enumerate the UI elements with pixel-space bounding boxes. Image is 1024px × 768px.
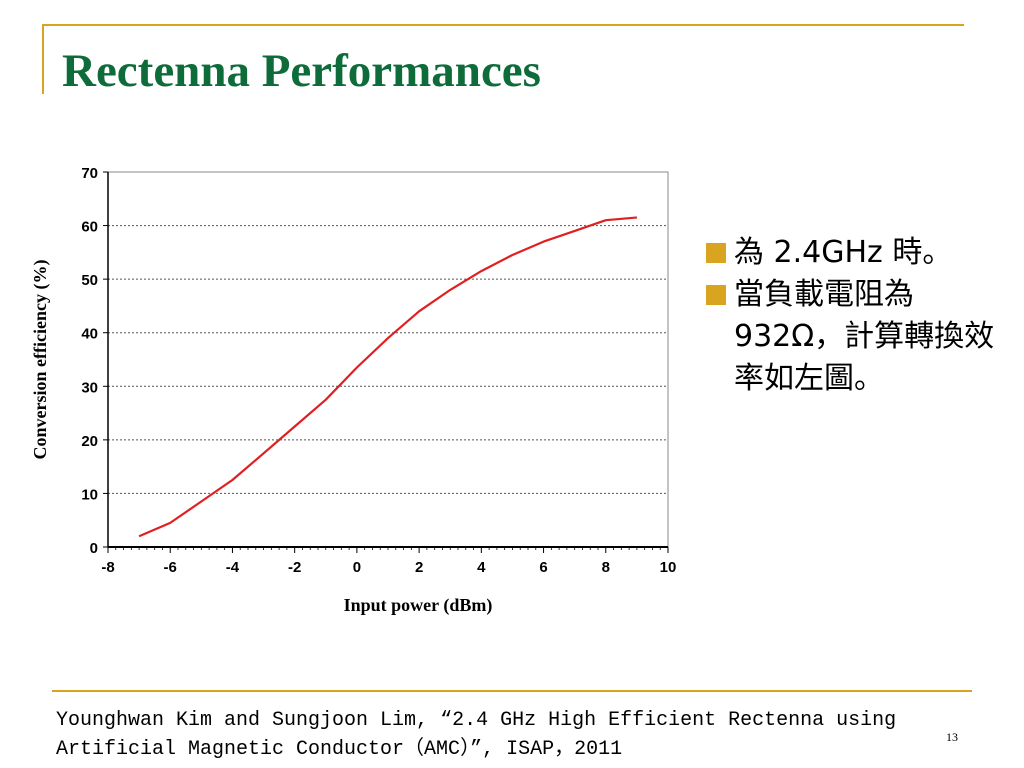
x-tick-label: 0	[353, 559, 361, 576]
title-rule-left	[42, 24, 44, 94]
bullet-item: 為 2.4GHz 時。	[706, 232, 1016, 274]
y-tick-label: 0	[90, 540, 98, 557]
y-tick-label: 50	[81, 272, 98, 289]
citation-line-2: Artificial Magnetic Conductor（AMC）”, ISA…	[56, 738, 623, 761]
bullet-text: 為 2.4GHz 時。	[734, 235, 953, 270]
bullet-item: 當負載電阻為 932Ω，計算轉換效率如左圖。	[706, 274, 1016, 400]
square-bullet-icon	[706, 243, 726, 263]
y-tick-label: 20	[81, 433, 98, 450]
square-bullet-icon	[706, 285, 726, 305]
x-axis-label: Input power (dBm)	[344, 595, 493, 616]
efficiency-series-line	[138, 216, 637, 538]
x-tick-label: 6	[539, 559, 547, 576]
y-axis-label: Conversion efficiency (%)	[30, 260, 51, 460]
y-tick-label: 60	[81, 219, 98, 236]
x-tick-label: -6	[164, 559, 177, 576]
citation: Younghwan Kim and Sungjoon Lim, “2.4 GHz…	[56, 706, 956, 764]
bullet-text: 當負載電阻為 932Ω，計算轉換效率如左圖。	[734, 277, 995, 396]
page-number: 13	[946, 730, 958, 744]
efficiency-chart: 0 10 20 30 40 50 60 70 -8 -6 -4 -2 0 2 4 6 8 10 Input powe…	[30, 165, 677, 616]
x-tick-label: -2	[288, 559, 301, 576]
y-tick-label: 10	[81, 486, 98, 503]
x-tick-label: -8	[101, 559, 114, 576]
citation-line-1: Younghwan Kim and Sungjoon Lim, “2.4 GHz…	[56, 709, 897, 732]
title-rule-top	[42, 24, 964, 26]
x-tick-label: 8	[602, 559, 610, 576]
x-tick-label: 2	[415, 559, 423, 576]
x-tick-label: -4	[226, 559, 240, 576]
y-tick-label: 70	[81, 165, 98, 182]
footer-rule	[52, 690, 972, 692]
x-tick-label: 10	[660, 559, 677, 576]
y-tick-label: 40	[81, 326, 98, 343]
y-tick-label: 30	[81, 379, 98, 396]
bullet-list: 為 2.4GHz 時。 當負載電阻為 932Ω，計算轉換效率如左圖。	[706, 232, 1016, 400]
x-tick-label: 4	[477, 559, 486, 576]
slide-title: Rectenna Performances	[62, 45, 541, 97]
